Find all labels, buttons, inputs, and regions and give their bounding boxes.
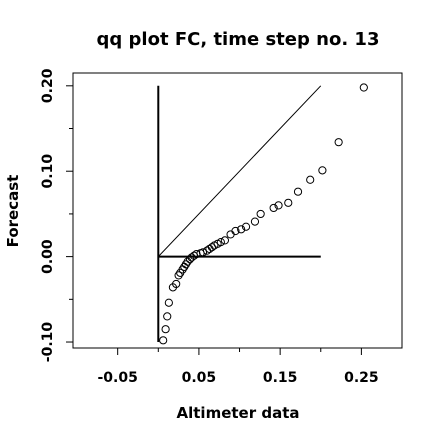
x-axis: -0.05 0.05 0.15 0.25 — [97, 348, 379, 386]
data-point — [269, 203, 278, 213]
data-point — [256, 209, 265, 219]
data-point — [226, 230, 235, 239]
data-point — [359, 83, 368, 92]
data-point — [274, 201, 283, 210]
y-tick-label: 0.20 — [40, 68, 56, 103]
x-tick-label: 0.25 — [344, 370, 379, 386]
data-point — [159, 336, 168, 345]
y-tick-label: 0.10 — [40, 154, 56, 189]
y-axis: -0.10 0.00 0.10 0.20 — [40, 68, 73, 362]
data-point — [172, 279, 181, 289]
data-point — [284, 198, 293, 207]
reference-line-diagonal — [157, 85, 322, 257]
data-point — [183, 257, 192, 266]
x-tick-label: 0.15 — [263, 370, 298, 386]
y-tick-label: 0.00 — [40, 239, 56, 274]
data-point — [220, 236, 230, 245]
x-tick-label: -0.05 — [97, 370, 137, 386]
data-point — [241, 222, 251, 231]
data-point — [180, 262, 189, 271]
plot-frame — [72, 72, 403, 349]
data-point — [216, 237, 225, 247]
data-points — [159, 83, 368, 345]
data-point — [250, 217, 260, 226]
data-point — [237, 225, 246, 234]
data-point — [181, 260, 191, 269]
data-point — [205, 244, 214, 254]
data-point — [334, 138, 343, 147]
data-point — [161, 325, 170, 334]
data-point — [202, 246, 212, 255]
data-point — [198, 248, 208, 257]
data-point — [164, 298, 173, 307]
x-tick-label: 0.05 — [182, 370, 217, 386]
data-point — [318, 166, 327, 175]
data-point — [163, 312, 172, 321]
reference-lines — [157, 85, 322, 343]
y-tick-label: -0.10 — [40, 322, 56, 363]
y-axis-label: Forecast — [4, 175, 22, 248]
x-axis-label: Altimeter data — [177, 404, 300, 422]
data-point — [293, 187, 303, 196]
data-point — [174, 271, 183, 280]
data-point — [231, 226, 240, 236]
data-point — [306, 175, 315, 184]
chart-title: qq plot FC, time step no. 13 — [97, 29, 380, 50]
